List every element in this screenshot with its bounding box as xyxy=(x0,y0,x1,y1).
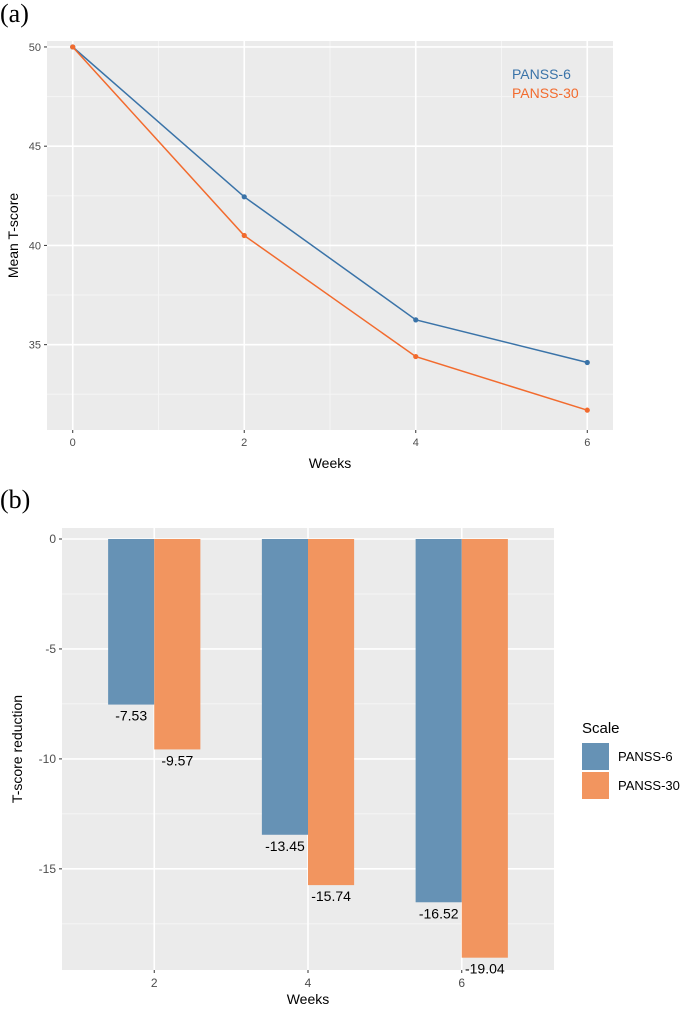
legend-swatch-panss-6 xyxy=(582,743,609,770)
y-tick-label: 45 xyxy=(29,141,41,153)
legend-entry-panss-6: PANSS-6 xyxy=(512,66,571,82)
legend-label-panss-6: PANSS-6 xyxy=(618,749,673,764)
bar-data-label: -19.04 xyxy=(465,961,505,977)
bar xyxy=(461,538,508,958)
panel-b-legend: Scale PANSS-6 PANSS-30 xyxy=(582,720,680,799)
panel-b-label: (b) xyxy=(0,485,30,514)
panel-b-tick-labels: 0 -5 -10 -15 2 4 6 xyxy=(39,532,466,990)
bar-data-label: -16.52 xyxy=(419,905,459,921)
panel-a-y-axis-title: Mean T-score xyxy=(5,193,21,279)
legend-entry-panss-30: PANSS-30 xyxy=(512,85,579,101)
series-panss-6: -7.53 -13.45 -16.52 xyxy=(108,538,462,921)
bar xyxy=(261,538,308,835)
data-point xyxy=(241,194,247,200)
x-tick-label: 4 xyxy=(413,437,419,449)
bar xyxy=(108,538,155,705)
bar-data-label: -15.74 xyxy=(311,888,351,904)
panel-b-bar-chart: (b) -7.53 -13.45 -16.52 -9.57 -15.74 -19.04 0… xyxy=(0,485,680,1007)
series-panss-30 xyxy=(70,44,590,413)
panel-b-x-axis-title: Weeks xyxy=(287,991,330,1007)
y-tick-label: -10 xyxy=(39,752,57,766)
data-point xyxy=(413,317,419,323)
bar xyxy=(308,538,355,886)
panel-a-gridlines xyxy=(47,41,613,430)
panel-a-label: (a) xyxy=(0,0,29,28)
panel-a-line-chart: (a) 35 40 45 50 0 2 4 6 Weeks Mean T-score PANS… xyxy=(0,0,613,471)
panel-a-x-axis-title: Weeks xyxy=(309,455,352,471)
bar xyxy=(415,538,462,903)
x-tick-label: 4 xyxy=(305,976,312,990)
panel-a-legend: PANSS-6 PANSS-30 xyxy=(512,66,579,101)
panel-b-y-axis-title: T-score reduction xyxy=(9,695,25,803)
series-panss-30: -9.57 -15.74 -19.04 xyxy=(154,538,508,977)
legend-swatch-panss-30 xyxy=(582,772,609,799)
y-tick-label: 0 xyxy=(49,532,56,546)
series-line-panss-6 xyxy=(72,46,588,364)
x-tick-label: 0 xyxy=(70,437,76,449)
bar xyxy=(154,538,201,750)
panel-a-series xyxy=(70,44,590,413)
y-tick-label: -5 xyxy=(45,642,56,656)
panel-a-tick-labels: 35 40 45 50 0 2 4 6 xyxy=(29,42,591,449)
legend-label-panss-30: PANSS-30 xyxy=(618,778,680,793)
y-tick-label: 40 xyxy=(29,240,41,252)
series-line-panss-30 xyxy=(72,46,588,411)
x-tick-label: 6 xyxy=(584,437,590,449)
y-tick-label: 50 xyxy=(29,42,41,54)
bar-data-label: -13.45 xyxy=(265,838,305,854)
data-point xyxy=(241,232,247,239)
panel-b-bars: -7.53 -13.45 -16.52 -9.57 -15.74 -19.04 xyxy=(108,538,508,977)
bar-data-label: -7.53 xyxy=(115,708,147,724)
x-tick-label: 6 xyxy=(458,976,465,990)
y-tick-label: -15 xyxy=(39,862,57,876)
legend-title: Scale xyxy=(582,720,620,737)
data-point xyxy=(70,44,76,50)
bar-data-label: -9.57 xyxy=(161,752,193,768)
y-tick-label: 35 xyxy=(29,340,41,352)
x-tick-label: 2 xyxy=(151,976,158,990)
data-point xyxy=(584,359,590,366)
data-point xyxy=(413,353,419,360)
data-point xyxy=(584,407,590,413)
x-tick-label: 2 xyxy=(241,437,247,449)
